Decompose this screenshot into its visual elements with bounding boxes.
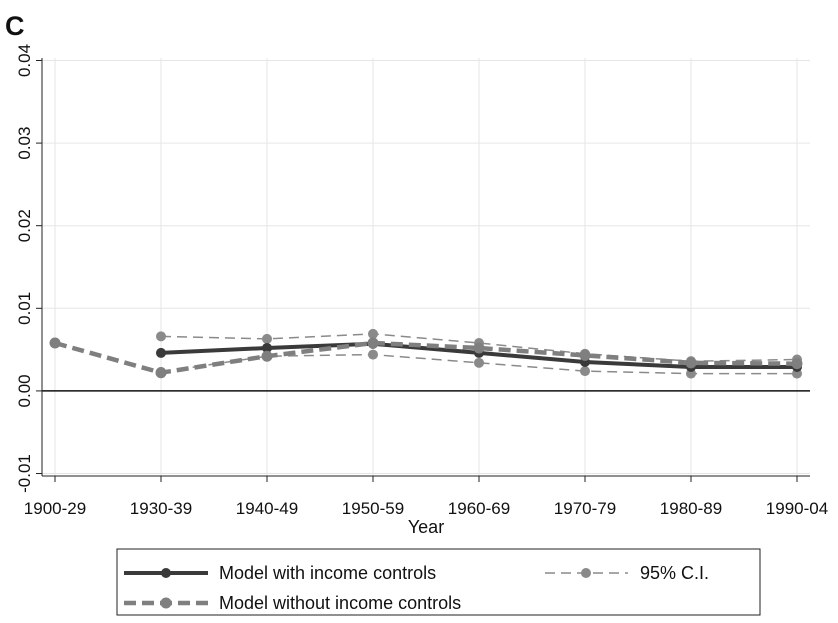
point-ci-upper bbox=[262, 333, 272, 344]
point-ci-lower bbox=[368, 349, 378, 360]
point-without-income-controls bbox=[49, 337, 61, 349]
legend-box bbox=[116, 548, 761, 616]
panel-label: C bbox=[5, 11, 25, 41]
point-ci-upper bbox=[368, 328, 378, 339]
x-tick-label: 1970-79 bbox=[554, 499, 616, 518]
x-tick-label: 1930-39 bbox=[130, 499, 192, 518]
y-tick-label: 0.03 bbox=[15, 127, 34, 160]
point-ci-lower bbox=[580, 366, 590, 377]
point-without-income-controls bbox=[155, 367, 167, 379]
series-line-without-income-controls bbox=[54, 340, 798, 375]
point-ci-upper bbox=[156, 331, 166, 342]
point-without-income-controls bbox=[685, 357, 697, 369]
axes: -0.01 0.00 0.01 0.02 0.03 0.04 1900-29 1930-39 1… bbox=[15, 44, 828, 518]
legend-label-ci: 95% C.I. bbox=[640, 563, 709, 583]
x-tick-label: 1980-89 bbox=[660, 499, 722, 518]
point-without-income-controls bbox=[367, 337, 379, 349]
y-tick-label: 0.02 bbox=[15, 209, 34, 242]
legend-label-with-controls: Model with income controls bbox=[219, 563, 436, 583]
series-layer bbox=[49, 328, 803, 379]
x-axis-label: Year bbox=[408, 517, 444, 537]
x-tick-label: 1900-29 bbox=[24, 499, 86, 518]
point-without-income-controls bbox=[791, 358, 803, 370]
x-tick-label: 1960-69 bbox=[448, 499, 510, 518]
point-without-income-controls bbox=[579, 349, 591, 361]
y-tick-label: 0.01 bbox=[15, 292, 34, 325]
y-tick-label: 0.00 bbox=[15, 374, 34, 407]
x-tick-label: 1990-04 bbox=[766, 499, 828, 518]
x-tick-label: 1950-59 bbox=[342, 499, 404, 518]
point-without-income-controls bbox=[261, 350, 273, 362]
legend-marker-with-controls bbox=[161, 568, 171, 578]
legend-label-without-controls: Model without income controls bbox=[219, 593, 461, 613]
y-tick-label: 0.04 bbox=[15, 44, 34, 77]
y-tick-label: -0.01 bbox=[15, 454, 34, 493]
point-with-income-controls bbox=[262, 342, 272, 353]
point-ci-lower bbox=[474, 357, 484, 368]
grid-lines bbox=[42, 58, 810, 476]
x-tick-label: 1940-49 bbox=[236, 499, 298, 518]
legend-marker-ci bbox=[581, 568, 591, 578]
legend: Model with income controls Model without… bbox=[116, 548, 761, 616]
point-with-income-controls bbox=[156, 347, 166, 358]
point-without-income-controls bbox=[473, 342, 485, 354]
legend-marker-without-controls bbox=[160, 597, 172, 609]
